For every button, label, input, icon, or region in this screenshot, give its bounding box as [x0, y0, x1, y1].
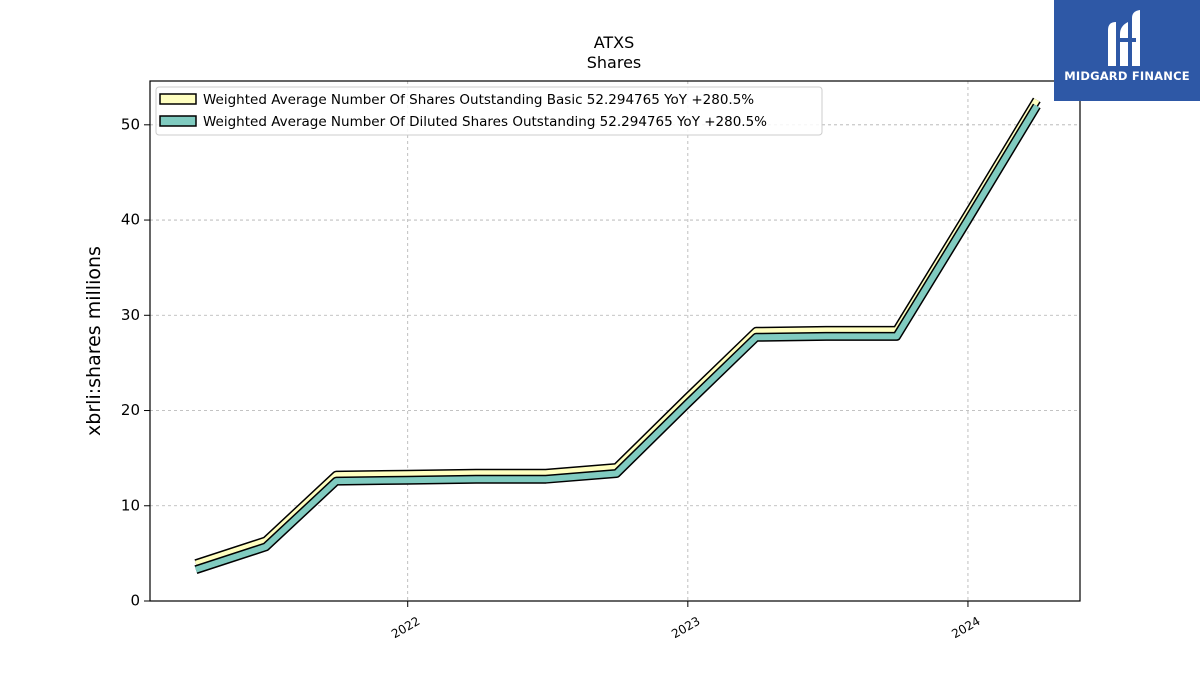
legend-label-diluted: Weighted Average Number Of Diluted Share… — [203, 114, 767, 130]
y-tick-label: 10 — [121, 496, 140, 514]
x-tick-label: 2024 — [949, 614, 982, 641]
midgard-logo-icon — [1108, 10, 1140, 66]
chart-subtitle: Shares — [587, 53, 642, 72]
legend-swatch-basic — [159, 93, 197, 105]
y-tick-label: 40 — [121, 211, 140, 229]
plot-area — [194, 97, 1041, 574]
series-line — [194, 104, 1040, 573]
grid — [150, 81, 1080, 601]
x-axis: 2022 2023 2024 — [389, 601, 983, 641]
x-tick-label: 2023 — [669, 614, 702, 641]
chart-title: ATXS — [594, 33, 635, 52]
y-tick-label: 0 — [130, 592, 140, 610]
y-tick-label: 30 — [121, 306, 140, 324]
series-outline — [194, 103, 1041, 574]
brand-logo: MIDGARD FINANCE — [1054, 0, 1200, 101]
legend-box — [155, 86, 823, 136]
x-tick-label: 2022 — [389, 614, 422, 641]
y-axis: 0 10 20 30 40 50 — [121, 115, 150, 610]
brand-name: MIDGARD FINANCE — [1064, 69, 1190, 83]
legend: Weighted Average Number Of Shares Outsta… — [155, 86, 823, 136]
y-tick-label: 50 — [121, 115, 140, 133]
legend-label-basic: Weighted Average Number Of Shares Outsta… — [203, 92, 754, 108]
y-axis-label: xbrli:shares millions — [83, 246, 105, 436]
legend-swatch-diluted — [159, 115, 197, 127]
plot-frame — [149, 80, 1081, 602]
y-tick-label: 20 — [121, 401, 140, 419]
